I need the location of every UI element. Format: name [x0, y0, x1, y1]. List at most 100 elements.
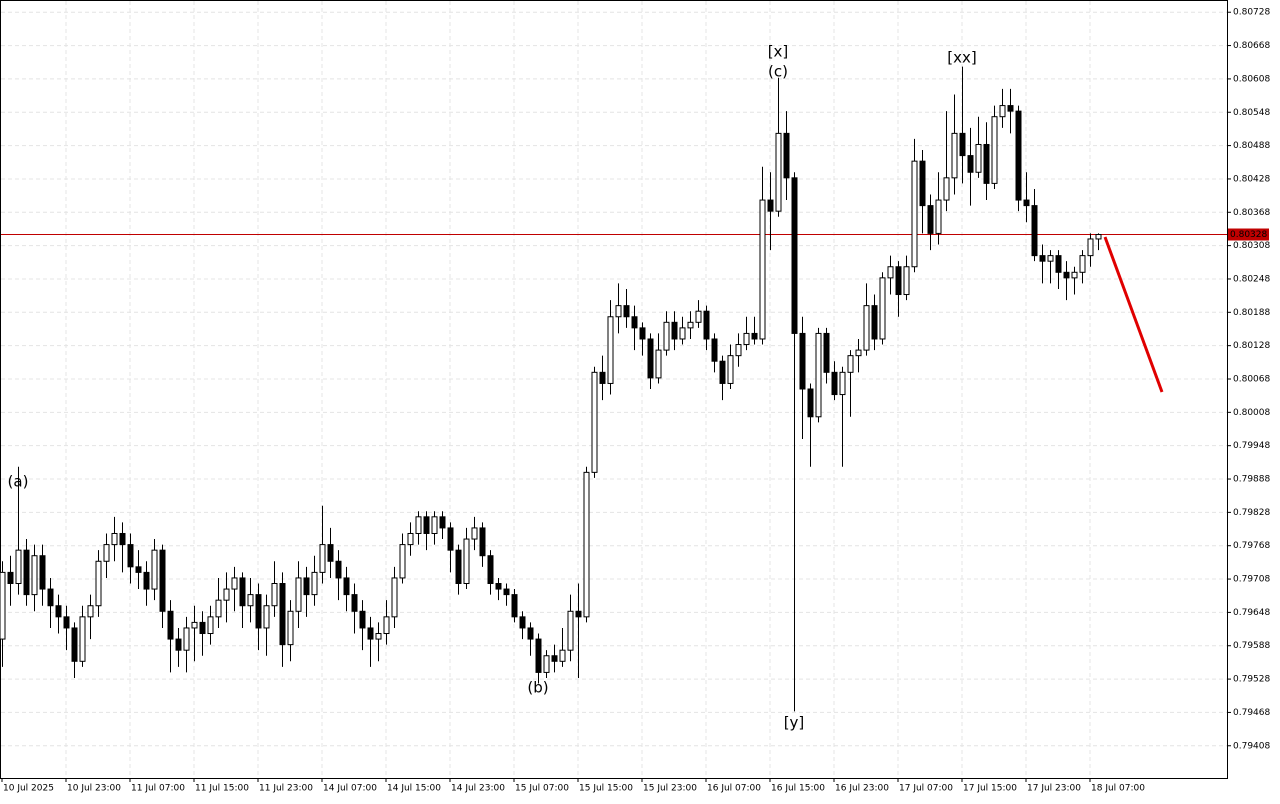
candle-body — [135, 566, 142, 573]
candle-body — [231, 577, 238, 590]
y-tick-label: 0.79948 — [1233, 441, 1270, 451]
candle-body — [23, 549, 30, 596]
candle-body — [447, 527, 454, 551]
candle-body — [1079, 255, 1086, 273]
candle-body — [871, 305, 878, 340]
candle-body — [839, 371, 846, 396]
candle-body — [519, 616, 526, 629]
candle-body — [151, 549, 158, 590]
x-tick-label: 10 Jul 23:00 — [67, 784, 121, 794]
candle-body — [15, 549, 22, 585]
y-tick-label: 0.80188 — [1233, 308, 1270, 318]
x-tick-label: 17 Jul 23:00 — [1027, 784, 1081, 794]
wave-label: (a) — [8, 473, 29, 491]
y-tick-label: 0.79468 — [1233, 708, 1270, 718]
candle-body — [55, 605, 62, 618]
candle-body — [511, 594, 518, 618]
candle-body — [7, 571, 14, 585]
candle-body — [759, 199, 766, 340]
y-tick-label: 0.80668 — [1233, 41, 1270, 51]
candle-body — [263, 605, 270, 629]
y-tick-label: 0.80128 — [1233, 341, 1270, 351]
candle-body — [343, 577, 350, 596]
candle-body — [407, 532, 414, 546]
candle-body — [719, 360, 726, 384]
candle-body — [711, 338, 718, 362]
candle-body — [95, 560, 102, 607]
candle-body — [895, 266, 902, 296]
candle-body — [591, 371, 598, 473]
candle-body — [87, 605, 94, 618]
candle-body — [567, 610, 574, 651]
y-tick-label: 0.79828 — [1233, 508, 1270, 518]
candle-body — [183, 627, 190, 651]
candle-body — [775, 132, 782, 212]
x-tick-label: 17 Jul 07:00 — [899, 784, 953, 794]
candle-body — [191, 621, 198, 629]
y-tick-label: 0.80428 — [1233, 174, 1270, 184]
y-tick-label: 0.80368 — [1233, 208, 1270, 218]
candle-body — [807, 388, 814, 418]
candle-body — [695, 310, 702, 323]
candle-body — [239, 577, 246, 607]
candle-body — [1031, 205, 1038, 257]
candle-body — [1007, 105, 1014, 112]
x-tick-label: 16 Jul 07:00 — [707, 784, 761, 794]
x-tick-label: 14 Jul 07:00 — [323, 784, 377, 794]
current-price-label: 0.80328 — [1230, 230, 1267, 240]
candle-body — [71, 627, 78, 662]
candle-body — [703, 310, 710, 340]
y-tick-label: 0.79648 — [1233, 608, 1270, 618]
x-tick-label: 10 Jul 2025 — [3, 784, 54, 794]
candle-body — [167, 610, 174, 640]
candle-body — [487, 555, 494, 585]
candle-body — [367, 627, 374, 640]
y-tick-label: 0.80308 — [1233, 241, 1270, 251]
candle-body — [951, 132, 958, 179]
candle-body — [351, 594, 358, 612]
candle-body — [791, 177, 798, 334]
y-tick-label: 0.80248 — [1233, 274, 1270, 284]
y-tick-label: 0.80488 — [1233, 141, 1270, 151]
candle-body — [103, 544, 110, 562]
candle-body — [223, 588, 230, 601]
candle-body — [503, 588, 510, 596]
x-tick-label: 11 Jul 23:00 — [259, 784, 313, 794]
y-tick-label: 0.79768 — [1233, 541, 1270, 551]
candle-body — [327, 544, 334, 562]
candle-body — [415, 516, 422, 534]
x-tick-label: 18 Jul 07:00 — [1091, 784, 1145, 794]
candle-body — [159, 549, 166, 612]
wave-label: [y] — [784, 714, 805, 732]
candle-body — [583, 471, 590, 618]
wave-label: (b) — [527, 679, 548, 697]
x-tick-label: 14 Jul 23:00 — [451, 784, 505, 794]
y-tick-label: 0.79708 — [1233, 575, 1270, 585]
y-tick-label: 0.79408 — [1233, 741, 1270, 751]
x-tick-label: 14 Jul 15:00 — [387, 784, 441, 794]
y-tick-label: 0.80068 — [1233, 374, 1270, 384]
candle-body — [831, 371, 838, 396]
candle-body — [423, 516, 430, 534]
candle-body — [959, 132, 966, 157]
candle-body — [647, 338, 654, 379]
candle-body — [991, 116, 998, 184]
candle-body — [751, 332, 758, 340]
candle-body — [663, 321, 670, 351]
candle-body — [967, 155, 974, 173]
candle-body — [1015, 110, 1022, 201]
candle-body — [455, 549, 462, 585]
candle-body — [1023, 199, 1030, 207]
candle-body — [1055, 255, 1062, 273]
candle-body — [1095, 234, 1102, 240]
candle-body — [1047, 255, 1054, 262]
candle-body — [319, 544, 326, 573]
candle-body — [399, 544, 406, 579]
candle-body — [535, 638, 542, 673]
y-tick-label: 0.80548 — [1233, 108, 1270, 118]
candle-body — [335, 560, 342, 579]
candle-body — [439, 516, 446, 529]
candle-body — [631, 316, 638, 329]
